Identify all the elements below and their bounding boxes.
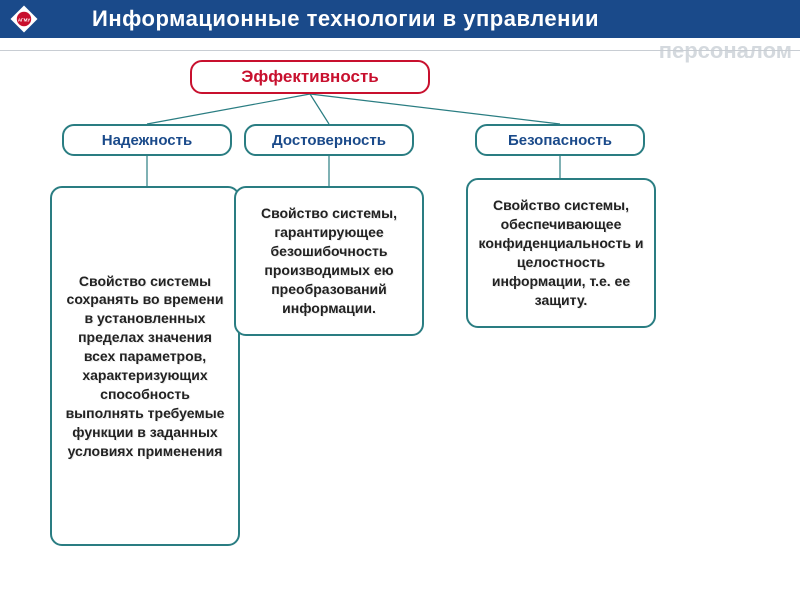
child-label: Надежность (102, 132, 192, 149)
svg-text:АГМУ: АГМУ (18, 18, 31, 23)
page-title: Информационные технологии в управлении (92, 6, 599, 32)
root-node: Эффективность (190, 60, 430, 94)
agmu-logo-icon: АГМУ (6, 1, 42, 37)
desc-text: Свойство системы сохранять во времени в … (62, 272, 228, 461)
desc-text: Свойство системы, гарантирующее безошибо… (246, 204, 412, 317)
desc-security: Свойство системы, обеспечивающее конфиде… (466, 178, 656, 328)
diagram-area: Эффективность Надежность Достоверность Б… (0, 50, 800, 600)
header-bar: АГМУ Информационные технологии в управле… (0, 0, 800, 38)
child-node-security: Безопасность (475, 124, 645, 156)
child-label: Достоверность (272, 132, 386, 149)
child-node-reliability: Надежность (62, 124, 232, 156)
desc-reliability: Свойство системы сохранять во времени в … (50, 186, 240, 546)
desc-validity: Свойство системы, гарантирующее безошибо… (234, 186, 424, 336)
root-label: Эффективность (241, 67, 378, 87)
child-label: Безопасность (508, 132, 612, 149)
desc-text: Свойство системы, обеспечивающее конфиде… (478, 196, 644, 309)
child-node-validity: Достоверность (244, 124, 414, 156)
